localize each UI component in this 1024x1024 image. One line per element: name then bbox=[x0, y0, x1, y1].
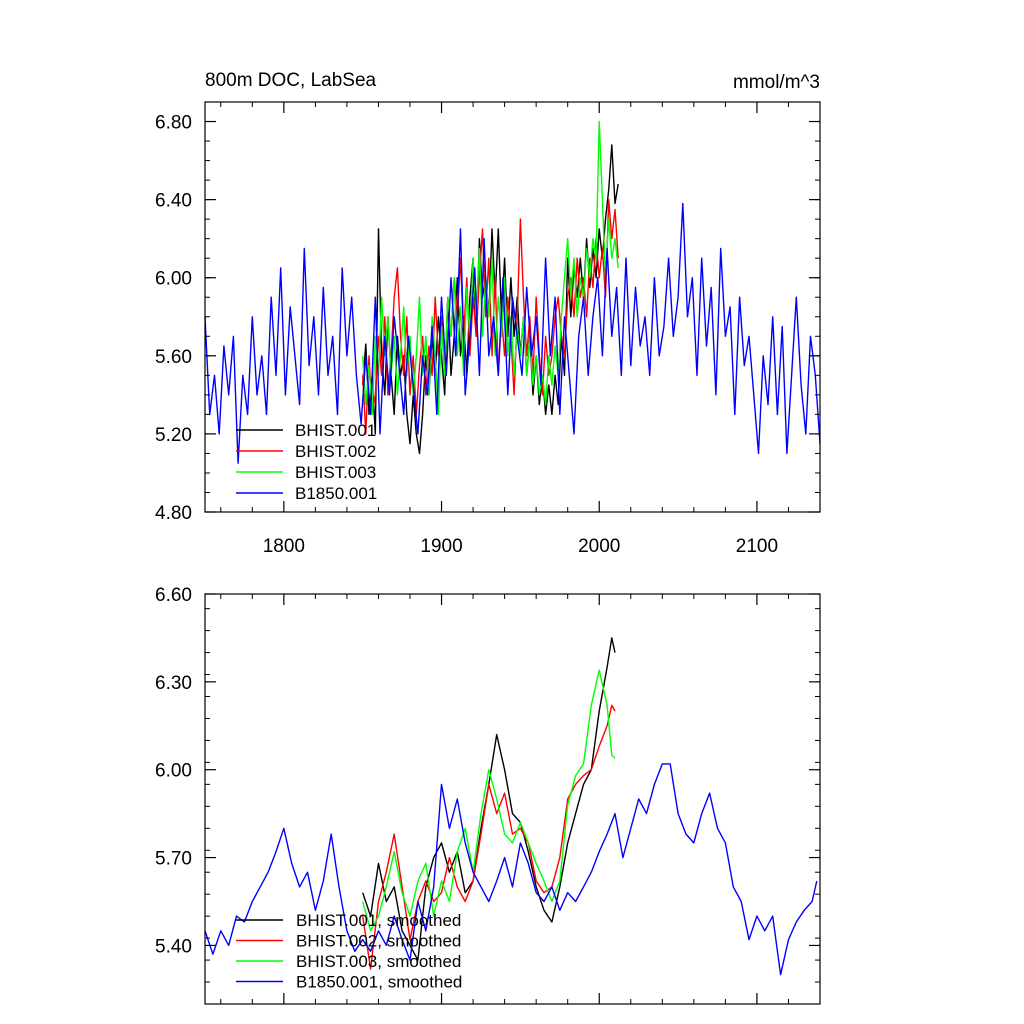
series-line-bottom-0 bbox=[362, 637, 616, 961]
legend-label: B1850.001, smoothed bbox=[296, 973, 462, 992]
y-tick-label: 5.40 bbox=[155, 936, 192, 957]
series-line-top-2 bbox=[362, 120, 619, 416]
y-tick-label: 5.60 bbox=[155, 347, 192, 368]
y-tick-label: 6.30 bbox=[155, 673, 192, 694]
series-line-top-1 bbox=[362, 198, 619, 435]
series-line-bottom-3 bbox=[204, 763, 818, 976]
panel-top-units: mmol/m^3 bbox=[733, 72, 820, 93]
panel-top: 800m DOC, LabSea mmol/m^3 4.80 5.20 5.60 6.… bbox=[155, 70, 821, 557]
y-tick-label: 6.80 bbox=[155, 113, 192, 134]
panel-top-title: 800m DOC, LabSea bbox=[205, 70, 377, 91]
legend-label: BHIST.002 bbox=[295, 442, 376, 461]
x-tick-label: 2000 bbox=[578, 536, 620, 557]
series-line-top-3 bbox=[204, 202, 821, 464]
y-tick-label: 6.60 bbox=[155, 585, 192, 606]
plot-frame-top bbox=[204, 101, 821, 513]
legend-label: BHIST.001, smoothed bbox=[296, 911, 461, 930]
legend-label: BHIST.002, smoothed bbox=[296, 932, 461, 951]
y-tick-label: 5.70 bbox=[155, 849, 192, 870]
y-tick-label: 5.20 bbox=[155, 425, 192, 446]
legend-label: BHIST.003, smoothed bbox=[296, 952, 461, 971]
legend-top: BHIST.001 BHIST.002 BHIST.003 B1850.001 bbox=[236, 421, 377, 503]
y-tick-label: 4.80 bbox=[155, 503, 192, 524]
y-tick-label: 6.40 bbox=[155, 191, 192, 212]
series-line-bottom-1 bbox=[362, 704, 616, 970]
legend-bottom: BHIST.001, smoothed BHIST.002, smoothedBH… bbox=[236, 911, 462, 992]
legend-label: BHIST.001 bbox=[295, 421, 376, 440]
x-tick-label: 1800 bbox=[263, 536, 305, 557]
x-tick-label: 1900 bbox=[420, 536, 462, 557]
series-line-bottom-2 bbox=[362, 669, 616, 932]
plot-area-top: 4.80 5.20 5.60 6.00 6.40 6.80 1800 1900 2000 2100… bbox=[155, 101, 821, 557]
x-tick-label: 2100 bbox=[736, 536, 778, 557]
y-tick-label: 6.00 bbox=[155, 269, 192, 290]
plot-frame-bottom bbox=[204, 593, 821, 1005]
y-tick-label: 6.00 bbox=[155, 761, 192, 782]
legend-label: B1850.001 bbox=[295, 484, 377, 503]
legend-label: BHIST.003 bbox=[295, 463, 376, 482]
